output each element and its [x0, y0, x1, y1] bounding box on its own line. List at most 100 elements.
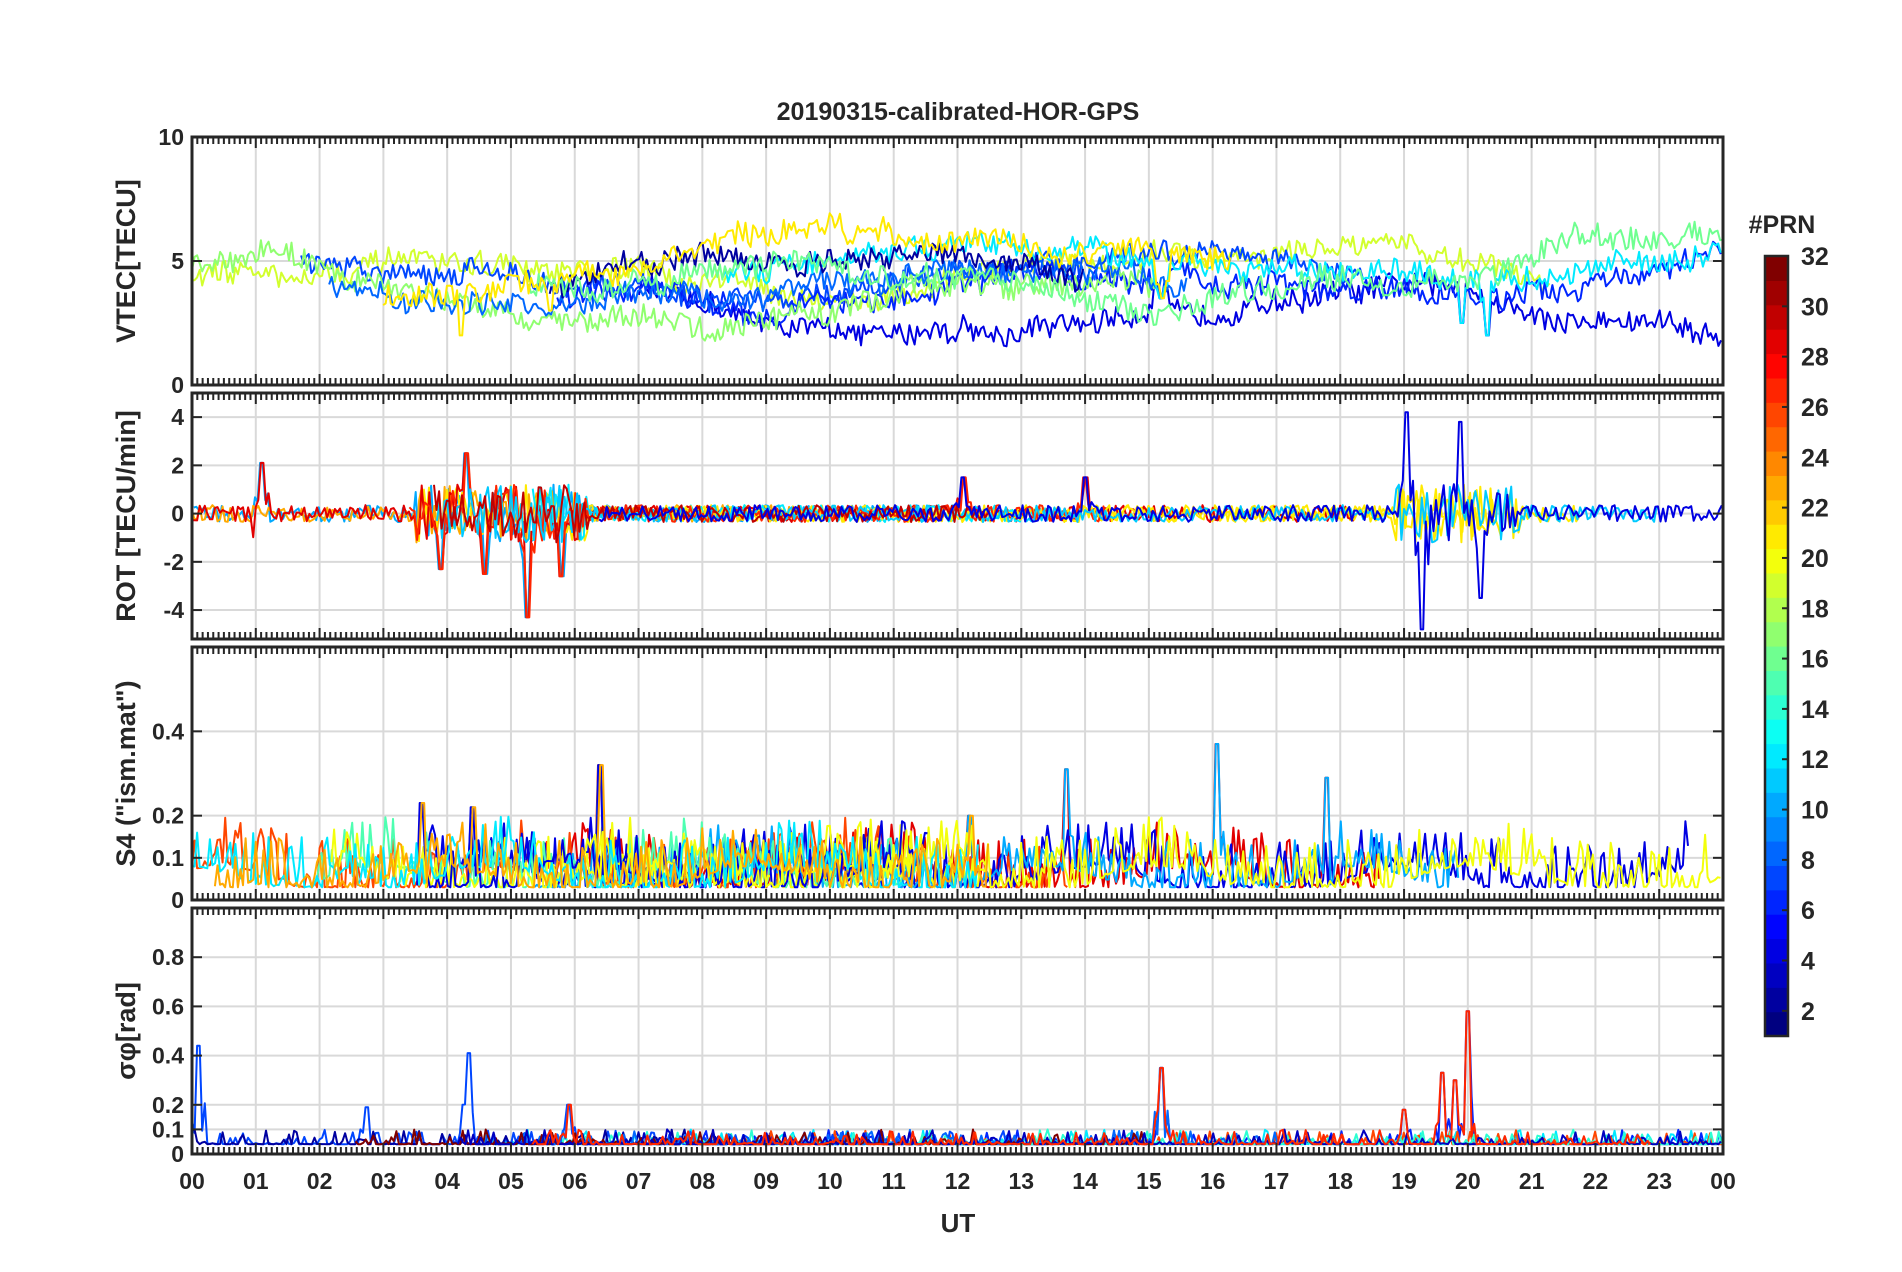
prn-trace — [433, 484, 989, 544]
colorbar-tick-label: 28 — [1801, 344, 1829, 372]
colorbar-tick-label: 18 — [1801, 595, 1829, 623]
x-tick-label: 22 — [1583, 1168, 1609, 1194]
y-tick-label: 10 — [158, 124, 184, 150]
x-tick-label: 02 — [307, 1168, 333, 1194]
colorbar-tick-label: 16 — [1801, 646, 1829, 674]
x-tick-label: 23 — [1646, 1168, 1672, 1194]
x-tick-label: 15 — [1136, 1168, 1162, 1194]
colorbar-tick-label: 14 — [1801, 696, 1829, 724]
colorbar-segment — [1765, 597, 1788, 623]
colorbar-tick-label: 30 — [1801, 293, 1829, 321]
colorbar-segment — [1765, 353, 1788, 379]
prn-trace — [192, 239, 1155, 342]
colorbar-tick-label: 24 — [1801, 444, 1829, 472]
x-tick-label: 12 — [945, 1168, 971, 1194]
x-tick-label: 00 — [1710, 1168, 1736, 1194]
x-tick-label: 16 — [1200, 1168, 1226, 1194]
prn-trace — [638, 272, 1722, 348]
y-tick-label: 2 — [171, 452, 184, 478]
colorbar-tick-label: 2 — [1801, 998, 1815, 1026]
colorbar-segment — [1765, 475, 1788, 501]
x-tick-label: 21 — [1519, 1168, 1545, 1194]
colorbar-segment — [1765, 841, 1788, 866]
colorbar-tick-label: 10 — [1801, 797, 1829, 825]
prn-trace — [531, 1010, 1652, 1146]
y-tick-label: 4 — [171, 404, 184, 430]
prn-trace — [548, 241, 1084, 299]
colorbar-segment — [1765, 962, 1788, 988]
colorbar-segment — [1765, 889, 1788, 915]
colorbar-segment — [1765, 499, 1788, 525]
panel-sigma_phi: 00.10.2 0.4 0.6 0.8 σφ[rad] 00 01 02 03 04 05 06 07 0… — [111, 906, 1736, 1194]
panel-rot: -4 -2 0 2 4 ROT [TECU/min] — [111, 391, 1725, 641]
y-tick-label: 0 — [171, 501, 184, 527]
y-tick-label: 0 — [171, 1141, 184, 1167]
x-tick-label: 06 — [562, 1168, 588, 1194]
x-axis-label: UT — [941, 1208, 976, 1238]
colorbar-segment — [1765, 402, 1788, 428]
y-tick-label: -2 — [164, 549, 184, 575]
colorbar-tick-label: 12 — [1801, 746, 1829, 774]
colorbar-tick-label: 32 — [1801, 243, 1829, 271]
colorbar-segment — [1765, 914, 1788, 940]
y-tick-label: 0.1 — [152, 1116, 184, 1142]
y-tick-label: 0.2 — [152, 1092, 184, 1118]
x-tick-label: 01 — [243, 1168, 269, 1194]
colorbar-segment — [1765, 304, 1788, 330]
y-axis-label: σφ[rad] — [111, 982, 141, 1080]
y-tick-label: 0 — [171, 887, 184, 913]
x-tick-label: 13 — [1008, 1168, 1034, 1194]
x-tick-label: 04 — [434, 1168, 460, 1194]
colorbar-segment — [1765, 377, 1788, 403]
prn-trace — [408, 452, 1107, 619]
colorbar-label: #PRN — [1749, 211, 1816, 239]
traces — [192, 212, 1723, 348]
colorbar-tick-label: 6 — [1801, 897, 1815, 925]
traces — [192, 411, 1723, 631]
x-tick-label: 00 — [179, 1168, 205, 1194]
y-tick-label: 0.1 — [152, 845, 184, 871]
colorbar-segment — [1765, 719, 1788, 745]
colorbar-segment — [1765, 451, 1788, 476]
colorbar-segment — [1765, 670, 1788, 696]
colorbar-segment — [1765, 621, 1788, 647]
x-tick-label: 17 — [1264, 1168, 1290, 1194]
x-tick-label: 05 — [498, 1168, 524, 1194]
colorbar-segment — [1765, 938, 1788, 964]
y-axis-label: ROT [TECU/min] — [111, 410, 141, 621]
prn-trace — [382, 212, 1232, 337]
panel-s4: 0 0.1 0.2 0.4 S4 ("ism.mat") — [111, 645, 1725, 913]
colorbar-tick-label: 4 — [1801, 948, 1815, 976]
colorbar-segment — [1765, 1011, 1788, 1037]
colorbar-segment — [1765, 426, 1788, 452]
x-tick-label: 03 — [371, 1168, 397, 1194]
colorbar-segment — [1765, 572, 1788, 598]
prn-trace — [213, 764, 990, 889]
colorbar-segment — [1765, 256, 1788, 281]
traces — [192, 743, 1721, 889]
colorbar-segment — [1765, 524, 1788, 550]
colorbar-tick-label: 26 — [1801, 394, 1829, 422]
colorbar-tick-label: 22 — [1801, 495, 1829, 523]
x-tick-label: 10 — [817, 1168, 843, 1194]
y-axis-label: VTEC[TECU] — [111, 179, 141, 343]
x-tick-label: 07 — [626, 1168, 652, 1194]
y-tick-label: 0.4 — [152, 1043, 184, 1069]
y-tick-label: 0 — [171, 372, 184, 398]
prn-trace — [598, 411, 1723, 631]
colorbar-frame — [1763, 254, 1790, 1038]
colorbar-tick-label: 20 — [1801, 545, 1829, 573]
x-tick-label: 18 — [1327, 1168, 1353, 1194]
y-tick-label: -4 — [164, 597, 185, 623]
colorbar-segment — [1765, 280, 1788, 306]
colorbar-segment — [1765, 816, 1788, 842]
colorbar-segment — [1765, 694, 1788, 720]
x-tick-label: 19 — [1391, 1168, 1417, 1194]
y-tick-label: 0.4 — [152, 718, 184, 744]
prn-trace — [527, 220, 1723, 326]
colorbar-segment — [1765, 767, 1788, 793]
prn-trace — [583, 816, 1721, 889]
